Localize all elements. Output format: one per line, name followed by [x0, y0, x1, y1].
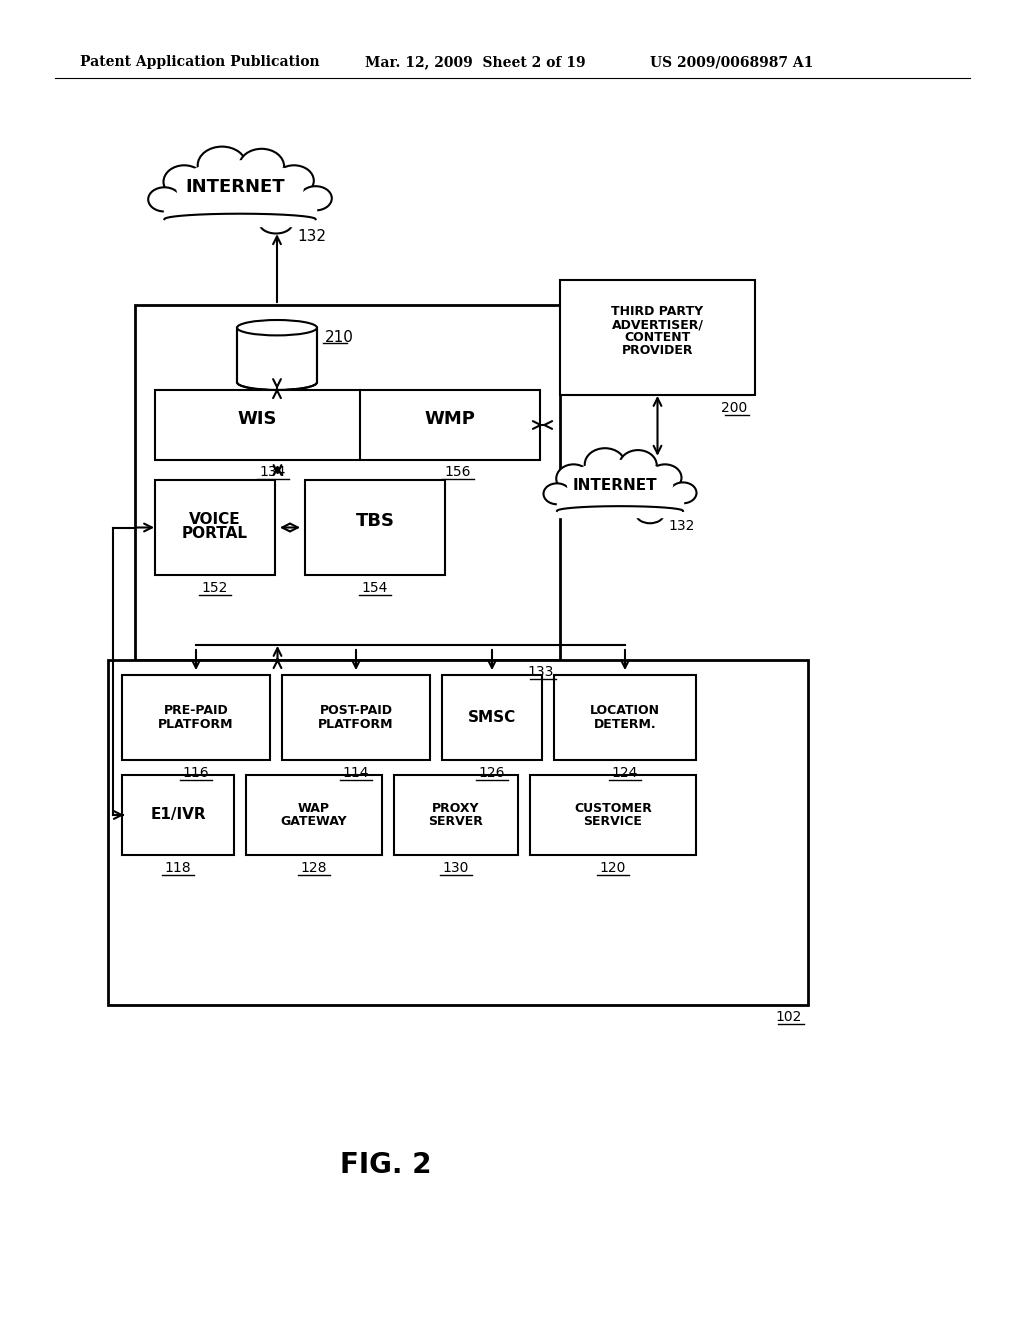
Text: ADVERTISER/: ADVERTISER/ — [611, 318, 703, 331]
Text: Patent Application Publication: Patent Application Publication — [80, 55, 319, 69]
Ellipse shape — [585, 449, 626, 480]
Ellipse shape — [177, 161, 303, 216]
Ellipse shape — [637, 506, 664, 523]
Text: US 2009/0068987 A1: US 2009/0068987 A1 — [650, 55, 813, 69]
Text: 128: 128 — [301, 861, 328, 875]
Text: 133: 133 — [527, 665, 554, 678]
Ellipse shape — [239, 149, 284, 183]
Bar — [155, 480, 275, 576]
Ellipse shape — [556, 462, 684, 519]
Text: INTERNET: INTERNET — [185, 178, 285, 195]
Text: 152: 152 — [202, 581, 228, 595]
Text: 132: 132 — [298, 230, 327, 244]
Text: 210: 210 — [325, 330, 354, 345]
Text: GATEWAY: GATEWAY — [281, 814, 347, 828]
Ellipse shape — [237, 375, 317, 389]
Text: PLATFORM: PLATFORM — [318, 718, 394, 730]
Text: 126: 126 — [479, 766, 505, 780]
Bar — [442, 675, 542, 760]
Text: TBS: TBS — [355, 512, 394, 531]
Text: THIRD PARTY: THIRD PARTY — [611, 305, 703, 318]
Bar — [237, 327, 317, 383]
Ellipse shape — [164, 162, 316, 228]
Text: FIG. 2: FIG. 2 — [340, 1151, 431, 1179]
Text: 120: 120 — [600, 861, 627, 875]
Text: WMP: WMP — [425, 411, 475, 428]
Ellipse shape — [148, 187, 180, 211]
Bar — [554, 675, 696, 760]
Text: SMSC: SMSC — [468, 710, 516, 725]
Bar — [108, 660, 808, 1005]
Text: CONTENT: CONTENT — [625, 331, 690, 345]
Ellipse shape — [260, 214, 292, 234]
Bar — [305, 480, 445, 576]
Text: 130: 130 — [442, 861, 469, 875]
Bar — [135, 305, 560, 660]
Ellipse shape — [670, 482, 696, 503]
Bar — [122, 775, 234, 855]
Text: 200: 200 — [721, 401, 746, 414]
Ellipse shape — [637, 500, 664, 513]
Text: 134: 134 — [259, 465, 286, 479]
Text: PROXY: PROXY — [432, 803, 480, 814]
Ellipse shape — [620, 450, 656, 480]
Text: 116: 116 — [182, 766, 209, 780]
Text: DETERM.: DETERM. — [594, 718, 656, 730]
Text: SERVICE: SERVICE — [584, 814, 642, 828]
Text: CUSTOMER: CUSTOMER — [574, 803, 652, 814]
Bar — [155, 389, 540, 459]
Ellipse shape — [556, 465, 591, 492]
Text: LOCATION: LOCATION — [590, 705, 660, 718]
Ellipse shape — [164, 165, 205, 198]
Text: 154: 154 — [361, 581, 388, 595]
Bar — [165, 193, 315, 226]
Ellipse shape — [274, 165, 313, 197]
Ellipse shape — [260, 207, 292, 223]
Text: PRE-PAID: PRE-PAID — [164, 705, 228, 718]
Text: 102: 102 — [775, 1010, 802, 1024]
Text: Mar. 12, 2009  Sheet 2 of 19: Mar. 12, 2009 Sheet 2 of 19 — [365, 55, 586, 69]
Text: 114: 114 — [343, 766, 370, 780]
Bar — [557, 488, 683, 516]
Ellipse shape — [567, 461, 673, 508]
Text: 156: 156 — [444, 465, 471, 479]
Bar — [246, 775, 382, 855]
Ellipse shape — [648, 465, 682, 491]
Text: 124: 124 — [611, 766, 638, 780]
Text: PLATFORM: PLATFORM — [159, 718, 233, 730]
Bar — [394, 775, 518, 855]
Text: WAP: WAP — [298, 803, 330, 814]
Text: E1/IVR: E1/IVR — [151, 808, 206, 822]
Text: PORTAL: PORTAL — [182, 525, 248, 541]
Bar — [282, 675, 430, 760]
Bar — [560, 280, 755, 395]
Text: SERVER: SERVER — [429, 814, 483, 828]
Text: POST-PAID: POST-PAID — [319, 705, 392, 718]
Text: INTERNET: INTERNET — [572, 478, 657, 492]
Bar — [530, 775, 696, 855]
Text: WIS: WIS — [238, 411, 278, 428]
Ellipse shape — [237, 319, 317, 335]
Text: 132: 132 — [668, 519, 694, 533]
Text: 118: 118 — [165, 861, 191, 875]
Ellipse shape — [299, 186, 332, 210]
Bar — [122, 675, 270, 760]
Ellipse shape — [544, 483, 570, 504]
Text: PROVIDER: PROVIDER — [622, 345, 693, 356]
Ellipse shape — [198, 147, 247, 183]
Text: VOICE: VOICE — [189, 512, 241, 527]
